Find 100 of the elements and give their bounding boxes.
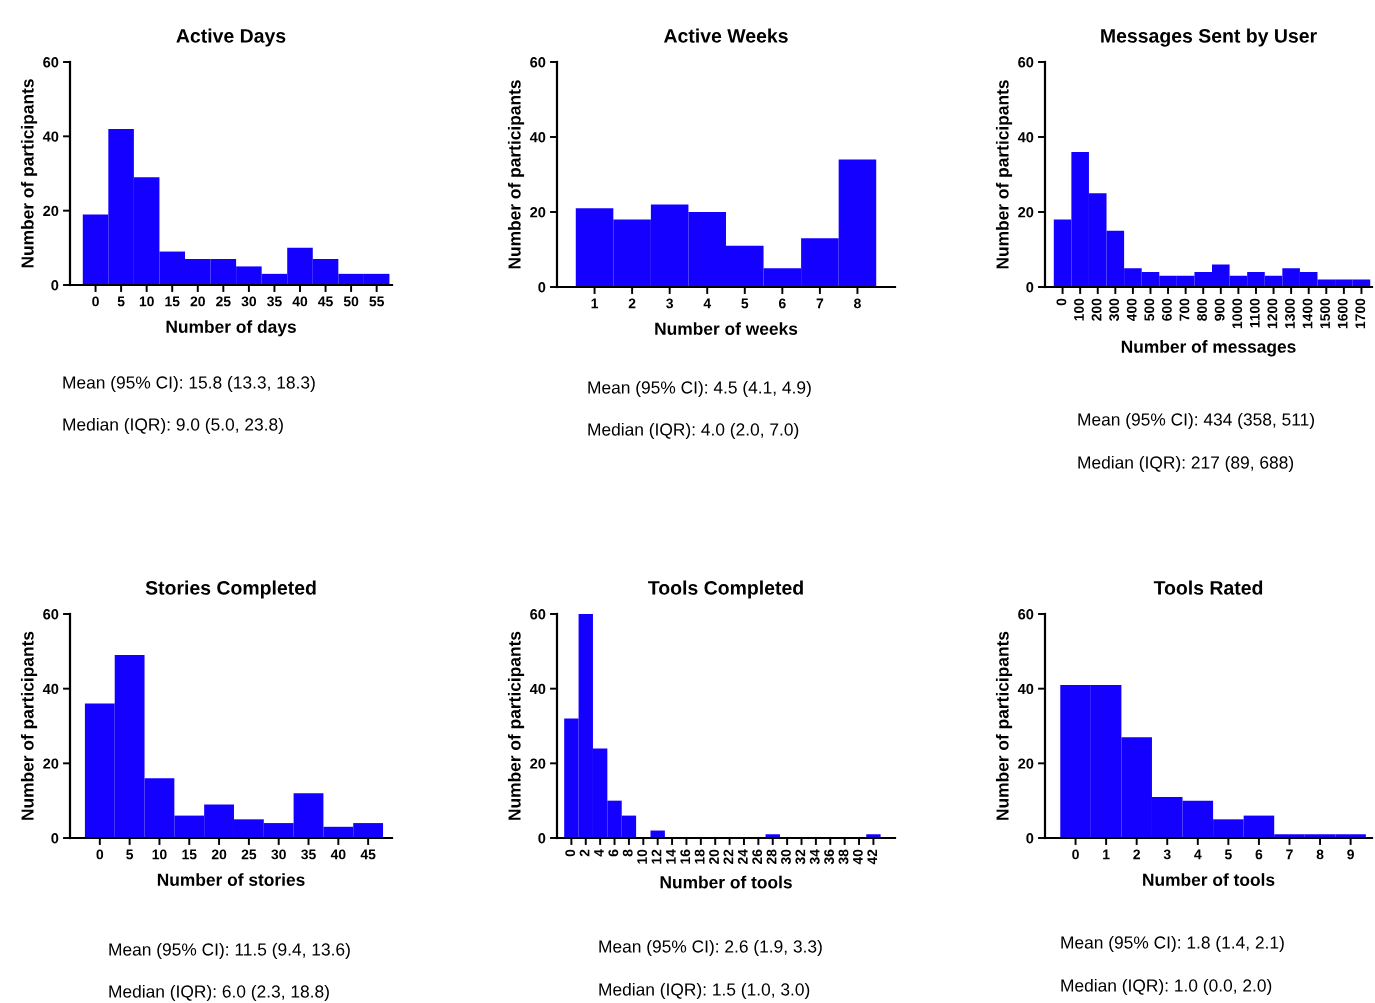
x-axis-title: Number of stories <box>157 873 305 886</box>
chart-title: Active Days <box>176 28 286 47</box>
y-axis-title: Number of participants <box>995 80 1013 269</box>
x-tick-label: 900 <box>1214 298 1225 321</box>
text: Median (IQR): 6.0 (2.3, 18.8) <box>109 984 329 1002</box>
x-tick-label: 600 <box>1161 298 1172 321</box>
y-axis-title: Number of participants <box>507 80 525 269</box>
y-tick-label: 60 <box>43 609 59 620</box>
x-tick-label: 1 <box>591 298 599 309</box>
y-tick-label: 20 <box>43 758 59 769</box>
x-tick-label: 0 <box>92 296 99 307</box>
text: Mean (95% CI): 11.5 (9.4, 13.6) <box>109 942 350 960</box>
x-tick-label: 0 <box>1056 298 1067 306</box>
y-axis-title: Number of participants <box>20 79 38 268</box>
x-tick-label: 1300 <box>1285 298 1295 329</box>
x-tick-label: 1500 <box>1320 298 1331 329</box>
y-tick-label: 40 <box>42 683 59 695</box>
y-tick-label: 40 <box>42 131 59 142</box>
x-tick-label: 32 <box>795 849 806 865</box>
x-tick-label: 2 <box>1133 849 1140 860</box>
x-tick-label: 45 <box>318 296 333 307</box>
chart-title: Messages Sent by User <box>1101 28 1317 47</box>
chart-title: Tools Rated <box>1153 580 1263 595</box>
x-tick-label: 2 <box>579 849 590 857</box>
y-axis-title: Number of participants <box>20 631 38 820</box>
x-axis-title: Number of days <box>166 320 296 337</box>
x-tick-label: 20 <box>190 296 205 307</box>
x-tick-label: 30 <box>271 849 286 860</box>
x-tick-label: 14 <box>666 849 676 864</box>
x-tick-label: 16 <box>680 849 691 864</box>
y-tick-label: 60 <box>1018 609 1034 620</box>
x-tick-label: 55 <box>369 296 384 307</box>
x-tick-label: 20 <box>211 849 227 860</box>
x-axis-title: Number of tools <box>660 875 792 889</box>
y-tick-label: 20 <box>530 758 546 769</box>
x-tick-label: 6 <box>1255 849 1263 860</box>
x-tick-label: 30 <box>241 296 257 307</box>
x-tick-label: 26 <box>752 849 763 865</box>
x-tick-label: 5 <box>117 296 125 307</box>
x-tick-label: 4 <box>703 298 712 309</box>
x-tick-label: 400 <box>1126 298 1137 322</box>
x-axis-title: Number of messages <box>1121 340 1296 357</box>
text: Median (IQR): 1.5 (1.0, 3.0) <box>599 982 810 1000</box>
x-tick-label: 12 <box>651 849 662 864</box>
x-axis-title: Number of weeks <box>655 322 798 335</box>
y-tick-label: 20 <box>530 207 546 218</box>
y-axis-title: Number of participants <box>507 631 525 820</box>
x-tick-label: 10 <box>637 849 648 864</box>
text: Mean (95% CI): 434 (358, 511) <box>1078 412 1314 430</box>
x-tick-label: 0 <box>96 849 104 860</box>
y-tick-label: 40 <box>1017 683 1034 695</box>
x-tick-label: 40 <box>330 849 346 860</box>
x-tick-label: 28 <box>766 849 777 865</box>
x-tick-label: 1400 <box>1302 298 1313 329</box>
y-tick-label: 20 <box>1018 758 1034 769</box>
y-tick-label: 0 <box>538 282 546 293</box>
text: Mean (95% CI): 15.8 (13.3, 18.3) <box>63 375 315 393</box>
x-tick-label: 22 <box>723 849 734 865</box>
y-tick-label: 40 <box>529 132 546 143</box>
y-tick-label: 0 <box>1026 833 1034 844</box>
y-tick-label: 20 <box>1018 207 1034 218</box>
x-tick-label: 2 <box>628 298 636 309</box>
x-tick-label: 0 <box>1072 849 1079 860</box>
x-tick-label: 3 <box>666 298 674 309</box>
x-tick-label: 25 <box>216 296 231 307</box>
x-tick-label: 50 <box>343 296 359 307</box>
x-tick-label: 1700 <box>1355 298 1366 329</box>
y-tick-label: 0 <box>51 833 59 844</box>
y-tick-label: 0 <box>1026 282 1034 293</box>
x-tick-label: 100 <box>1074 298 1084 321</box>
x-tick-label: 15 <box>165 296 180 307</box>
x-axis-title: Number of tools <box>1143 873 1275 886</box>
x-tick-label: 7 <box>1286 849 1293 860</box>
x-tick-label: 0 <box>565 849 576 857</box>
x-tick-label: 5 <box>126 849 134 860</box>
x-tick-label: 6 <box>778 298 786 309</box>
text: Mean (95% CI): 2.6 (1.9, 3.3) <box>599 939 822 957</box>
x-tick-label: 1200 <box>1267 298 1278 329</box>
x-tick-label: 3 <box>1163 849 1171 860</box>
x-tick-label: 8 <box>1316 849 1324 860</box>
x-tick-label: 45 <box>360 849 376 860</box>
x-tick-label: 1600 <box>1337 298 1348 329</box>
x-tick-label: 5 <box>1224 849 1232 860</box>
y-tick-label: 40 <box>529 683 546 695</box>
x-tick-label: 30 <box>781 849 791 865</box>
x-tick-label: 200 <box>1091 298 1102 321</box>
x-tick-label: 38 <box>838 849 849 865</box>
text: Mean (95% CI): 1.8 (1.4, 2.1) <box>1061 935 1284 953</box>
y-tick-label: 60 <box>530 609 546 620</box>
text: Median (IQR): 217 (89, 688) <box>1078 455 1294 473</box>
x-tick-label: 36 <box>824 849 835 865</box>
x-tick-label: 15 <box>182 849 197 860</box>
text: Mean (95% CI): 4.5 (4.1, 4.9) <box>588 380 811 398</box>
x-tick-label: 800 <box>1197 298 1207 321</box>
x-tick-label: 500 <box>1144 298 1155 321</box>
y-tick-label: 60 <box>530 57 546 68</box>
x-tick-label: 10 <box>152 849 167 860</box>
x-tick-label: 4 <box>1194 849 1202 860</box>
x-tick-label: 40 <box>852 849 863 865</box>
x-tick-label: 4 <box>594 849 604 857</box>
